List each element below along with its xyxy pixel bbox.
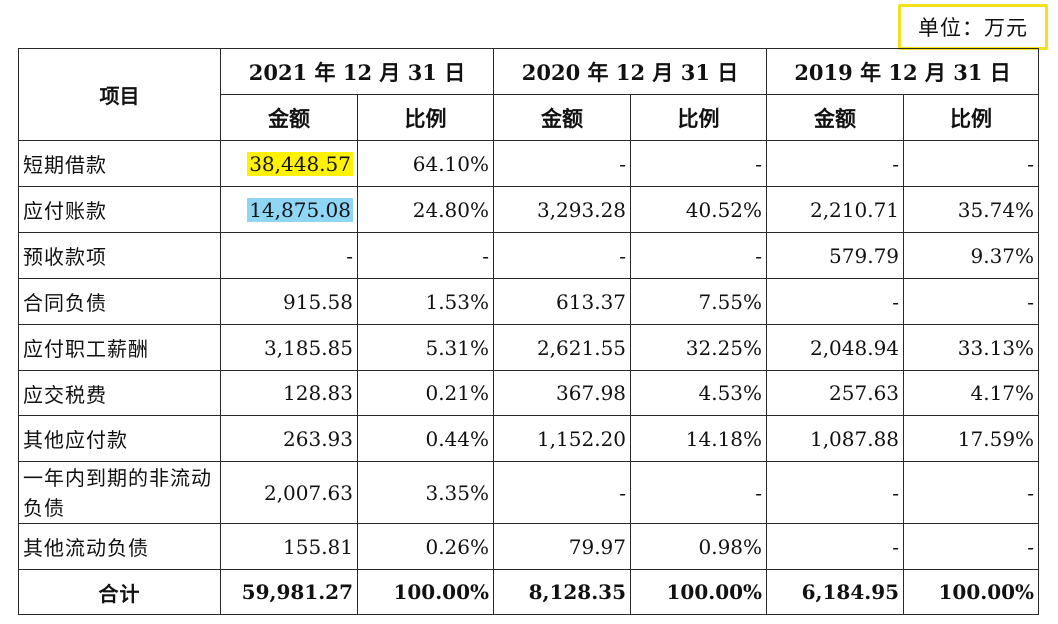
row-label: 其他应付款: [18, 415, 221, 462]
amount-cell: -: [766, 140, 905, 187]
header-year-2020: 2020 年 12 月 31 日: [493, 48, 768, 95]
amount-cell: 613.37: [493, 278, 632, 325]
amount-cell: 155.81: [220, 523, 358, 570]
ratio-cell: -: [630, 461, 768, 524]
amount-cell: 1,087.88: [766, 415, 905, 462]
amount-cell: 59,981.27: [220, 569, 358, 615]
ratio-cell: 7.55%: [630, 278, 768, 325]
ratio-cell: 33.13%: [903, 324, 1040, 371]
amount-cell: -: [766, 523, 905, 570]
ratio-cell: -: [903, 278, 1040, 325]
ratio-cell: 3.35%: [356, 461, 495, 524]
amount-cell: 3,185.85: [220, 324, 358, 371]
row-label: 合同负债: [18, 278, 221, 325]
ratio-cell: -: [903, 461, 1040, 524]
table-row: 合计 59,981.27 100.00% 8,128.35 100.00% 6,184.9…: [18, 569, 1040, 615]
ratio-cell: 100.00%: [903, 569, 1040, 615]
amount-cell: 579.79: [766, 232, 905, 279]
row-label: 应付职工薪酬: [18, 324, 221, 371]
ratio-cell: 0.21%: [356, 370, 495, 416]
amount-cell: 2,621.55: [493, 324, 632, 371]
amount-cell: 6,184.95: [766, 569, 905, 615]
header-ratio: 比例: [630, 94, 768, 141]
amount-cell: 257.63: [766, 370, 905, 416]
table-row: 合同负债 915.58 1.53% 613.37 7.55% - -: [18, 278, 1040, 325]
header-ratio: 比例: [356, 94, 495, 141]
header-year-2019: 2019 年 12 月 31 日: [766, 48, 1040, 95]
ratio-cell: 4.53%: [630, 370, 768, 416]
amount-cell: -: [493, 232, 632, 279]
liabilities-table: 项目 2021 年 12 月 31 日 2020 年 12 月 31 日 201…: [18, 48, 1040, 615]
ratio-cell: -: [356, 232, 495, 279]
ratio-cell: -: [903, 140, 1040, 187]
header-year-2021: 2021 年 12 月 31 日: [219, 48, 495, 95]
amount-cell: 2,048.94: [766, 324, 905, 371]
amount-cell: 128.83: [220, 370, 358, 416]
amount-cell: 79.97: [493, 523, 632, 570]
ratio-cell: 100.00%: [630, 569, 768, 615]
table-row: 应付账款 14,875.08 24.80% 3,293.28 40.52% 2,210.7…: [18, 186, 1040, 233]
ratio-cell: -: [630, 140, 768, 187]
amount-cell: 915.58: [220, 278, 358, 325]
ratio-cell: 0.26%: [356, 523, 495, 570]
ratio-cell: 100.00%: [356, 569, 495, 615]
ratio-cell: 35.74%: [903, 186, 1040, 233]
header-ratio: 比例: [903, 94, 1040, 141]
ratio-cell: 24.80%: [356, 186, 495, 233]
table-row: 其他流动负债 155.81 0.26% 79.97 0.98% - -: [18, 523, 1040, 570]
table-row: 应交税费 128.83 0.21% 367.98 4.53% 257.63 4.17%: [18, 370, 1040, 416]
header-amount: 金额: [493, 94, 632, 141]
ratio-cell: 9.37%: [903, 232, 1040, 279]
amount-cell: 2,210.71: [766, 186, 905, 233]
amount-cell: 8,128.35: [493, 569, 632, 615]
table-row: 预收款项 - - - -579.79 9.37%: [18, 232, 1040, 279]
ratio-cell: 14.18%: [630, 415, 768, 462]
amount-cell: 3,293.28: [493, 186, 632, 233]
ratio-cell: 32.25%: [630, 324, 768, 371]
highlighted-value: 38,448.57: [247, 151, 353, 176]
table-row: 一年内到期的非流动负债 2,007.63 3.35% - - - -: [18, 461, 1040, 524]
amount-cell: -: [493, 140, 632, 187]
ratio-cell: 0.44%: [356, 415, 495, 462]
header-amount: 金额: [220, 94, 358, 141]
ratio-cell: 0.98%: [630, 523, 768, 570]
ratio-cell: 17.59%: [903, 415, 1040, 462]
ratio-cell: -: [903, 523, 1040, 570]
table-row: 应付职工薪酬 3,185.85 5.31% 2,621.55 32.25% 2,048.9…: [18, 324, 1040, 371]
table-row: 其他应付款 263.93 0.44% 1,152.20 14.18% 1,087.88 17…: [18, 415, 1040, 462]
header-amount: 金额: [766, 94, 905, 141]
header-item: 项目: [18, 48, 221, 141]
row-label: 应交税费: [18, 370, 221, 416]
amount-cell: 38,448.57: [220, 140, 358, 187]
amount-cell: -: [766, 461, 905, 524]
unit-label: 单位：万元: [898, 4, 1048, 50]
ratio-cell: 1.53%: [356, 278, 495, 325]
row-label: 合计: [18, 569, 221, 615]
row-label: 应付账款: [18, 186, 221, 233]
amount-cell: -: [493, 461, 632, 524]
amount-cell: 2,007.63: [220, 461, 358, 524]
row-label: 预收款项: [18, 232, 221, 279]
amount-cell: 14,875.08: [220, 186, 358, 233]
ratio-cell: 64.10%: [356, 140, 495, 187]
amount-cell: -: [766, 278, 905, 325]
amount-cell: -: [220, 232, 358, 279]
amount-cell: 367.98: [493, 370, 632, 416]
row-label: 短期借款: [18, 140, 221, 187]
amount-cell: 263.93: [220, 415, 358, 462]
amount-cell: 1,152.20: [493, 415, 632, 462]
row-label: 一年内到期的非流动负债: [18, 461, 221, 524]
table-row: 短期借款 38,448.57 64.10% - - - -: [18, 140, 1040, 187]
ratio-cell: 5.31%: [356, 324, 495, 371]
row-label: 其他流动负债: [18, 523, 221, 570]
ratio-cell: -: [630, 232, 768, 279]
highlighted-value: 14,875.08: [247, 197, 353, 222]
ratio-cell: 4.17%: [903, 370, 1040, 416]
ratio-cell: 40.52%: [630, 186, 768, 233]
